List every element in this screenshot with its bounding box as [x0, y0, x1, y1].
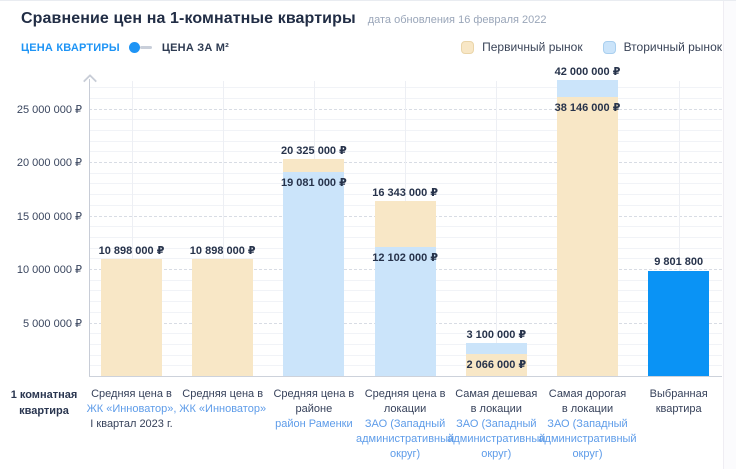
toggle-track — [139, 46, 152, 49]
update-date: дата обновления 16 февраля 2022 — [367, 14, 547, 26]
column-gridline — [678, 81, 680, 376]
category-link[interactable]: административный — [356, 433, 455, 445]
category-text: Средняя цена в — [364, 388, 446, 400]
value-label-primary: 10 898 000 ₽ — [189, 245, 256, 258]
category-link[interactable]: ЖК «Инноватор» — [179, 403, 267, 415]
category-text: в локации — [470, 403, 522, 415]
y-axis-tick-label: 15 000 000 ₽ — [16, 210, 82, 223]
category-link[interactable]: административный — [538, 433, 637, 445]
category-text: Выбранная — [649, 388, 708, 400]
value-label-secondary: 19 081 000 ₽ — [281, 176, 347, 189]
bar-selected[interactable] — [648, 271, 710, 376]
category-text: районе — [295, 403, 333, 415]
toggle-knob[interactable] — [128, 42, 140, 53]
category-link[interactable]: район Раменки — [275, 418, 353, 430]
value-label-primary: 2 066 000 ₽ — [466, 358, 527, 371]
category-label: Самая дешевая в локации ЗАО (Западный админ… — [443, 387, 550, 462]
category-link[interactable]: округ) — [390, 448, 421, 460]
bar-primary-market[interactable] — [465, 353, 527, 376]
category-label: Средняя цена в районе район Раменки — [260, 387, 367, 432]
category-text: локации — [383, 403, 427, 415]
y-axis-tick-label: 20 000 000 ₽ — [16, 157, 82, 169]
category-label: Средняя цена в локации ЗАО (Западный админи… — [352, 387, 459, 462]
category-text: I квартал 2023 г. — [90, 418, 173, 430]
page-background-strip — [723, 1, 736, 469]
column-gridline — [131, 81, 133, 376]
legend-label-secondary: Вторичный рынок — [623, 40, 722, 54]
value-label-primary: 16 343 000 ₽ — [372, 187, 438, 200]
category-text: Самая дешевая — [455, 388, 538, 400]
primary-market-swatch-icon — [461, 40, 475, 54]
y-axis-tick-label: 25 000 000 ₽ — [16, 103, 82, 116]
secondary-market-swatch-icon — [602, 40, 616, 54]
category-link[interactable]: округ) — [481, 448, 512, 460]
toggle-label-price-per-m2[interactable]: ЦЕНА ЗА М² — [161, 42, 229, 54]
category-text: квартира — [655, 403, 702, 415]
y-axis-tick-label: 5 000 000 ₽ — [23, 317, 82, 330]
x-axis-line — [89, 376, 722, 377]
price-mode-toggle[interactable] — [128, 42, 153, 54]
category-link[interactable]: ЗАО (Западный — [456, 418, 537, 430]
row-label-apartment-type: 1 комнатная квартира — [10, 389, 78, 417]
y-axis-tick-label: 10 000 000 ₽ — [16, 264, 82, 276]
value-label-primary: 10 898 000 ₽ — [98, 245, 165, 258]
value-label-secondary: 12 102 000 ₽ — [372, 251, 438, 264]
bar-primary-market[interactable] — [557, 97, 618, 376]
column-gridline — [496, 81, 498, 376]
y-axis-line — [89, 79, 90, 376]
category-label: Самая дорогая в локации ЗАО (Западный админ… — [534, 387, 641, 462]
category-text: в локации — [561, 403, 614, 415]
value-label-secondary: 42 000 000 ₽ — [554, 66, 621, 78]
y-axis-arrow-icon — [82, 73, 98, 89]
value-label-primary: 38 146 000 ₽ — [554, 102, 621, 114]
category-text: Средняя цена в — [91, 388, 172, 400]
category-text: Средняя цена в — [182, 388, 264, 400]
legend-label-primary: Первичный рынок — [482, 40, 583, 54]
category-link[interactable]: ЗАО (Западный — [364, 418, 446, 430]
legend-item-primary-market[interactable]: Первичный рынок — [461, 40, 583, 54]
column-gridline — [222, 81, 224, 376]
category-link[interactable]: административный — [447, 433, 546, 445]
bar-secondary-market[interactable] — [374, 246, 436, 376]
value-label-selected: 9 801 800 — [654, 256, 704, 269]
legend: Первичный рынок Вторичный рынок — [461, 40, 722, 54]
category-text: Самая дорогая — [548, 388, 627, 400]
price-mode-toggle-group: ЦЕНА КВАРТИРЫ ЦЕНА ЗА М² — [21, 42, 229, 54]
category-link[interactable]: ЗАО (Западный — [547, 418, 628, 430]
bar-primary-market[interactable] — [101, 259, 162, 376]
legend-item-secondary-market[interactable]: Вторичный рынок — [602, 40, 722, 54]
value-label-secondary: 3 100 000 ₽ — [466, 328, 527, 341]
bar-secondary-market[interactable] — [283, 171, 345, 376]
category-label: Средняя цена в ЖК «Инноватор» — [169, 387, 276, 417]
page-title: Сравнение цен на 1-комнатные квартиры — [21, 10, 356, 27]
category-label: Средняя цена в ЖК «Инноватор», I квартал 2… — [78, 387, 185, 432]
category-link[interactable]: ЖК «Инноватор», — [86, 403, 177, 415]
bar-primary-market[interactable] — [192, 259, 254, 376]
value-label-primary: 20 325 000 ₽ — [281, 144, 347, 157]
header: Сравнение цен на 1-комнатные квартиры да… — [21, 10, 547, 28]
category-link[interactable]: округ) — [572, 448, 603, 460]
category-label: Выбранная квартира — [625, 387, 732, 417]
toggle-label-price-total[interactable]: ЦЕНА КВАРТИРЫ — [21, 42, 120, 54]
category-text: Средняя цена в — [273, 388, 355, 400]
